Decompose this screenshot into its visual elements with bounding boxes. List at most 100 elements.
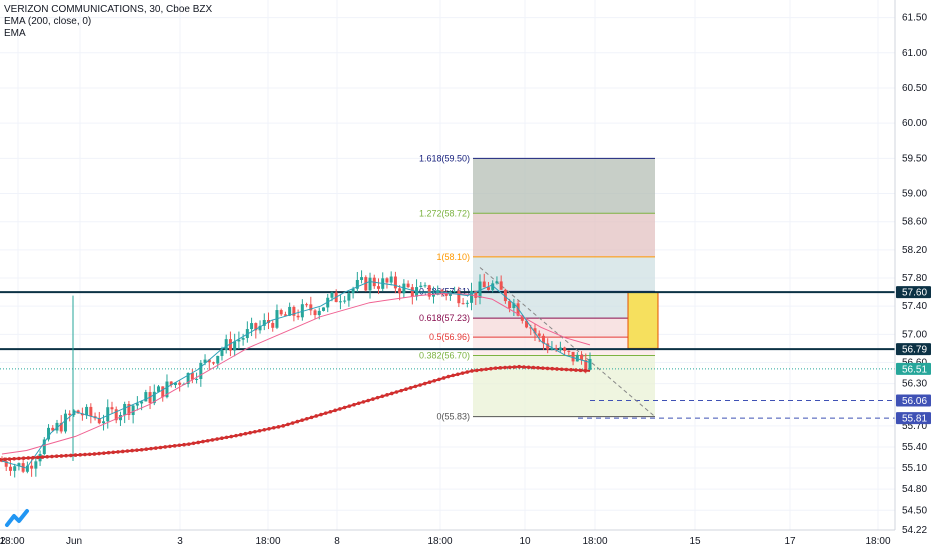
price-badge-label: 56.51 (902, 364, 927, 375)
price-tick-label: 58.20 (902, 245, 927, 256)
ema200-dot (375, 395, 380, 400)
ema-fast-line[interactable] (1, 280, 591, 469)
time-axis[interactable] (0, 530, 895, 550)
chart-legend: VERIZON COMMUNICATIONS, 30, Cboe BZX EMA… (4, 4, 212, 40)
candle-body (541, 335, 545, 344)
symbol-legend[interactable]: VERIZON COMMUNICATIONS, 30, Cboe BZX (4, 4, 213, 15)
candle-body (343, 300, 347, 302)
candle-body (491, 283, 495, 290)
ema200-dot (116, 450, 120, 454)
ema200-dot (470, 369, 474, 373)
candle-body (114, 409, 118, 421)
ema200-dot (356, 401, 361, 406)
ema200-dot (361, 400, 366, 404)
tradingview-logo-icon (5, 509, 29, 527)
ema200-dot (394, 390, 399, 394)
ema200-dot (389, 391, 394, 396)
candle-body (410, 287, 414, 297)
fib-zone (473, 158, 655, 214)
ema200-dot (182, 442, 186, 447)
candle-body (271, 322, 275, 328)
ema200-dot (578, 368, 583, 373)
candle-body (584, 360, 588, 370)
candle-body (546, 343, 550, 350)
ema200-dot (305, 416, 309, 421)
ema200-dot (323, 411, 328, 415)
ema-pink-line[interactable] (1, 292, 591, 455)
ema200-dot (371, 397, 375, 401)
ema200-dot (125, 449, 130, 453)
ema200-dot (366, 398, 370, 403)
ema200-dot (276, 425, 281, 429)
candle-body (59, 422, 63, 432)
price-tick-label: 55.40 (902, 442, 927, 453)
ema200-dot (253, 429, 257, 434)
candle-body (250, 323, 254, 330)
candle-body (207, 359, 211, 363)
ema200-dot (0, 457, 2, 462)
candle-body (4, 461, 8, 467)
ema200-dot (102, 451, 106, 455)
ema200-dot (314, 414, 319, 418)
price-tick-label: 54.50 (902, 505, 927, 516)
time-tick-label: 8 (334, 536, 340, 547)
ema200-dot (21, 456, 26, 461)
ema200-dot (158, 445, 163, 450)
candle-body (474, 290, 478, 298)
trend-dashed-line[interactable] (479, 267, 656, 418)
candle-body (233, 341, 237, 351)
ema200-dot (338, 407, 342, 411)
ema200-dot (432, 378, 437, 383)
candle-body (203, 359, 207, 363)
ema200-legend[interactable]: EMA (200, close, 0) (4, 16, 92, 27)
price-tick-label: 56.30 (902, 379, 927, 390)
candle-body (258, 325, 262, 331)
ema200-dot (45, 454, 49, 459)
candle-body (279, 310, 283, 315)
candle-body (440, 290, 444, 293)
ema200-dot (418, 383, 422, 387)
candle-body (558, 347, 562, 351)
ema200-dot (73, 453, 78, 457)
fib-zone (473, 213, 655, 257)
ema200-dot (238, 432, 243, 437)
ema200-dot (248, 430, 252, 435)
candle-body (68, 413, 72, 415)
ema200-dot (163, 445, 167, 449)
candle-body (495, 281, 499, 284)
price-tick-label: 61.50 (902, 13, 927, 24)
ema200-dot (380, 394, 385, 399)
candle-body (533, 328, 537, 334)
ema200-dot (286, 422, 290, 427)
ema200-dot (309, 415, 314, 420)
candle-body (283, 314, 287, 316)
ema-legend[interactable]: EMA (4, 28, 26, 39)
fib-zone (473, 337, 655, 356)
ema200-dot (536, 366, 540, 370)
ema200-dot (498, 366, 503, 370)
candle-body (503, 289, 507, 302)
price-tick-label: 58.60 (902, 217, 927, 228)
candle-body (118, 414, 122, 421)
ema200-dot (479, 368, 484, 372)
candle-body (364, 277, 368, 291)
zone-box[interactable] (627, 291, 659, 349)
ema200-dot (78, 453, 83, 457)
ema200-dot (40, 455, 45, 459)
time-tick-label: 18:00 (255, 536, 280, 547)
candle-body (554, 348, 558, 351)
ema200-dot (144, 447, 149, 451)
ema200-dot (545, 366, 550, 371)
ema200-dot (271, 426, 276, 430)
ema200-dot (35, 455, 40, 460)
price-axis[interactable] (895, 0, 932, 550)
ema200-dot (385, 393, 389, 397)
ema200-dot (257, 428, 262, 433)
price-tick-label: 60.50 (902, 83, 927, 94)
ema200-dot (569, 368, 573, 372)
ema200-dot (555, 367, 559, 371)
candle-body (131, 405, 135, 416)
candle-body (228, 339, 232, 351)
price-tick-label: 59.50 (902, 153, 927, 164)
